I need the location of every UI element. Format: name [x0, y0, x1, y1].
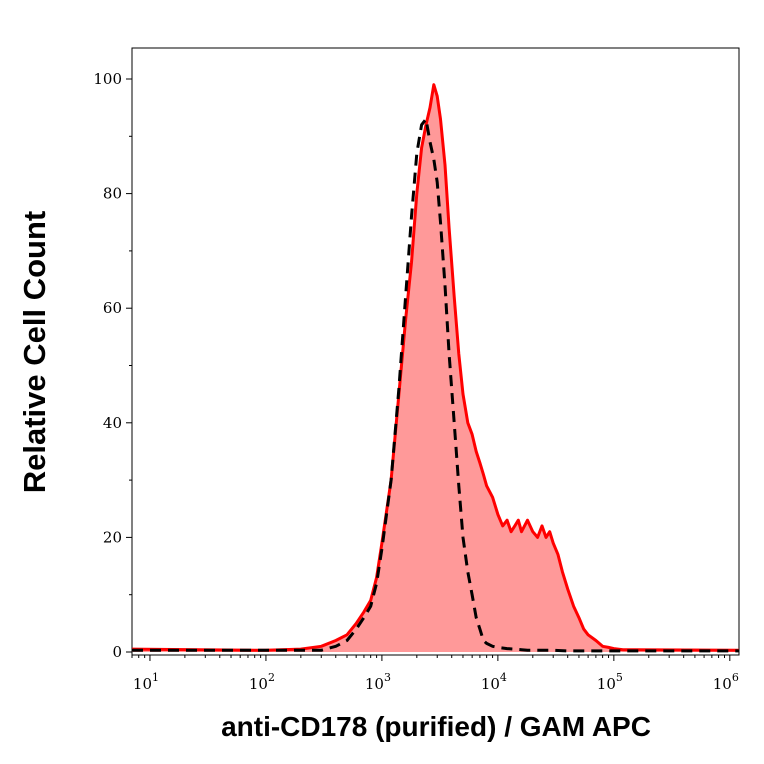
y-tick-label: 40 — [103, 414, 122, 432]
y-tick-label: 100 — [93, 70, 122, 88]
series-1-line — [132, 117, 739, 653]
x-tick-label: 104 — [481, 671, 507, 693]
y-tick-label: 0 — [112, 643, 122, 661]
x-axis-label: anti-CD178 (purified) / GAM APC — [221, 711, 651, 742]
series-0-line — [131, 83, 740, 652]
y-axis-label: Relative Cell Count — [17, 211, 52, 494]
x-tick-label: 101 — [133, 671, 159, 693]
x-tick-label: 102 — [249, 671, 275, 693]
y-tick-label: 80 — [103, 185, 122, 203]
series-layer — [131, 83, 740, 653]
series-0-fill — [132, 84, 739, 652]
x-tick-label: 105 — [597, 671, 623, 693]
x-tick-label: 106 — [713, 671, 739, 693]
y-tick-label: 20 — [103, 528, 122, 546]
axis-layer: 0 20 40 60 80 100 101 102 103 104 105 106 — [93, 70, 739, 693]
y-tick-label: 60 — [103, 299, 122, 317]
x-tick-label: 103 — [365, 671, 391, 693]
